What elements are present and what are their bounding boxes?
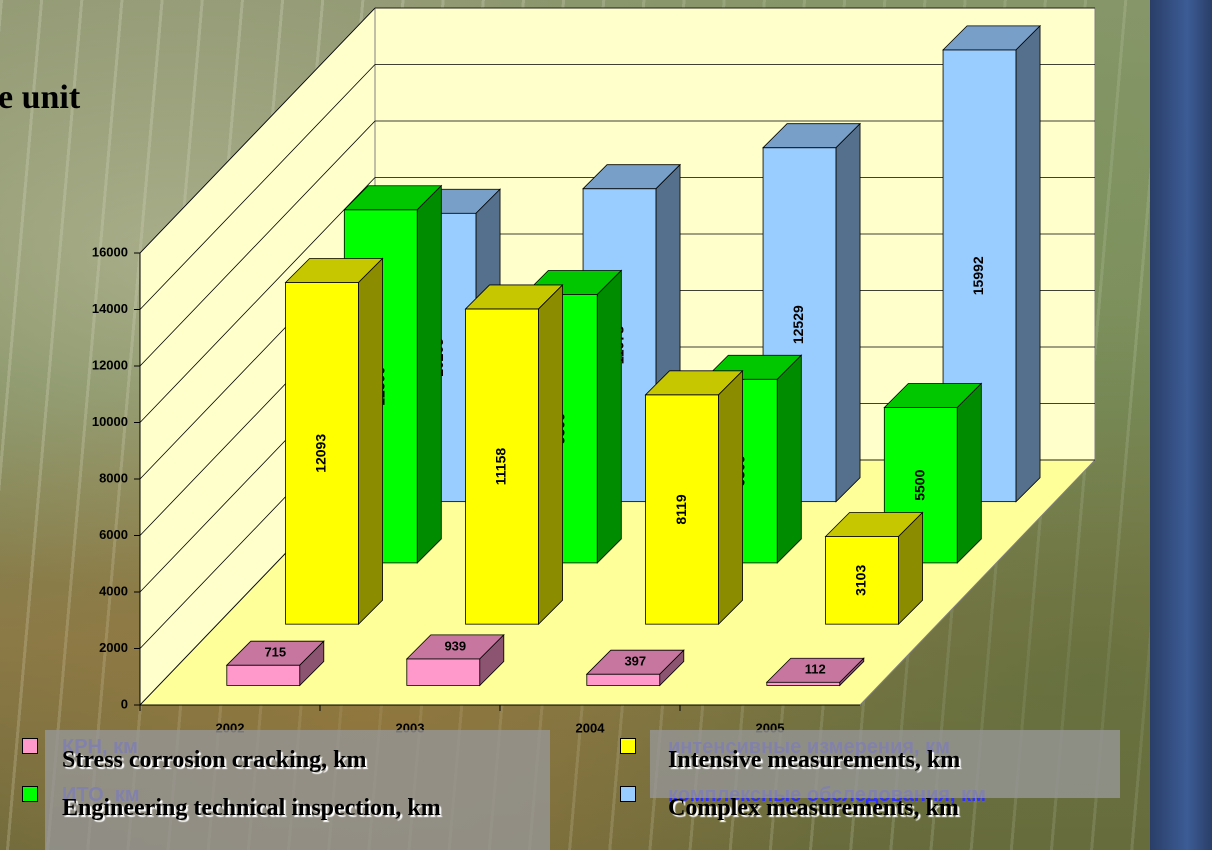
bar-side (417, 186, 441, 563)
bar (767, 682, 840, 685)
bar-side (1016, 26, 1040, 502)
y-tick-label: 10000 (92, 414, 128, 429)
value-label: 3103 (853, 565, 869, 596)
y-tick-label: 8000 (99, 470, 128, 485)
value-label: 12093 (313, 434, 329, 473)
value-label: 15992 (970, 256, 986, 295)
legend-swatch (620, 786, 636, 802)
legend-label: Engineering technical inspection, km (62, 790, 542, 826)
legend-label: Stress corrosion cracking, km (62, 742, 542, 778)
y-tick-label: 16000 (92, 244, 128, 259)
y-tick-label: 0 (121, 696, 128, 711)
value-label: 397 (624, 654, 646, 669)
legend-label: Complex measurements, km (668, 790, 1118, 826)
bar-side (836, 124, 860, 502)
bar-side (539, 285, 563, 624)
y-tick-label: 14000 (92, 301, 128, 316)
bar-side (957, 384, 981, 563)
bar (407, 659, 480, 686)
bar-3d: 12093 (286, 259, 383, 625)
y-tick-label: 4000 (99, 583, 128, 598)
legend-label: Intensive measurements, km (668, 742, 1118, 778)
legend-swatch (620, 738, 636, 754)
slide: e unit 0 2000 4000 6000 8000 10000 12000 14000 1… (0, 0, 1212, 850)
value-label: 11158 (493, 448, 509, 486)
bar-side (719, 371, 743, 624)
bar (227, 665, 300, 685)
value-label: 112 (805, 662, 826, 677)
value-label: 939 (444, 638, 466, 653)
y-tick-label: 12000 (92, 357, 128, 372)
bar-side (359, 259, 383, 625)
legend-swatch (22, 738, 38, 754)
value-label: 5500 (912, 469, 928, 500)
value-label: 715 (264, 645, 286, 660)
bar-3d: 8119 (646, 371, 743, 624)
x-tick-label: 2004 (576, 720, 606, 735)
chart: e unit 0 2000 4000 6000 8000 10000 12000 14000 1… (0, 0, 1212, 850)
value-label: 8119 (673, 494, 689, 525)
value-label: 12529 (790, 305, 806, 344)
bar-side (777, 355, 801, 563)
y-tick-label: 2000 (99, 640, 128, 655)
chart-title: e unit (0, 79, 81, 116)
legend-swatch (22, 786, 38, 802)
y-tick-label: 6000 (99, 527, 128, 542)
bar-side (597, 271, 621, 563)
bar-3d: 3103 (826, 512, 923, 624)
bar (587, 674, 660, 685)
bar-3d: 11158 (466, 285, 563, 624)
